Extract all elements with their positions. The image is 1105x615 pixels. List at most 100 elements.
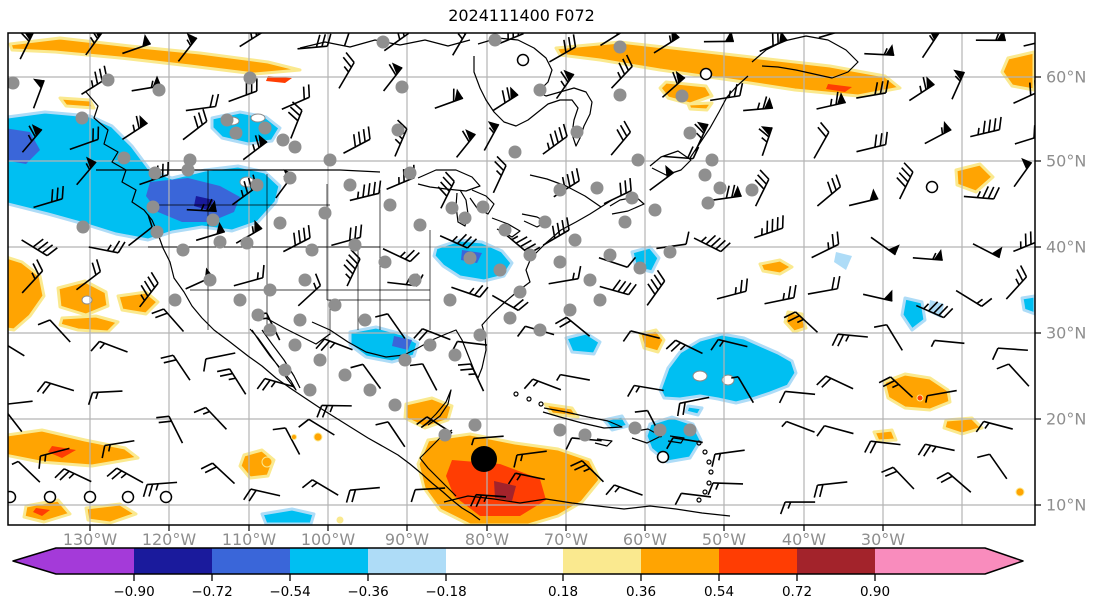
station-dot — [263, 283, 277, 297]
coastline — [426, 389, 452, 426]
wind-barb — [233, 264, 265, 287]
station-dot — [563, 303, 577, 317]
station-dot — [523, 248, 537, 262]
station-dot — [378, 255, 392, 269]
wind-barb — [975, 420, 1013, 433]
wind-barb — [661, 70, 686, 98]
wind-barb — [316, 404, 352, 418]
wind-barb — [297, 33, 332, 50]
colorbar-tick-label: 0.18 — [548, 584, 578, 600]
station-dot — [338, 368, 352, 382]
wind-barb — [862, 289, 893, 302]
wind-barb — [513, 450, 547, 468]
wind-barb — [75, 259, 102, 291]
map-border — [7, 32, 1036, 526]
wind-barb — [779, 501, 816, 515]
wind-barb — [437, 171, 455, 209]
wind-barb — [915, 301, 954, 319]
colorbar-segment — [875, 548, 985, 574]
station-dot — [590, 181, 604, 195]
wind-barb — [203, 352, 236, 372]
station-dot — [613, 40, 627, 54]
wind-barb — [8, 400, 33, 406]
station-dot — [183, 153, 197, 167]
station-dot — [701, 196, 715, 210]
lon-tick-label: 120°W — [142, 530, 197, 549]
lon-tick-label: 100°W — [301, 530, 356, 549]
station-dot — [568, 233, 582, 247]
wind-barb — [936, 471, 972, 493]
calm-wind-circle — [43, 490, 57, 504]
station-dot — [683, 423, 697, 437]
wind-barb — [54, 468, 92, 483]
station-dot — [648, 203, 662, 217]
wind-barb — [451, 284, 489, 298]
wind-barb — [216, 368, 247, 395]
wind-barb — [88, 240, 126, 254]
wind-barb — [76, 156, 97, 186]
lon-tick-label: 50°W — [702, 530, 746, 549]
small-anomaly-mark — [313, 432, 323, 442]
wind-barb — [542, 123, 568, 155]
wind-barb — [37, 319, 71, 343]
colorbar-tick-label: −0.54 — [269, 584, 310, 600]
island-dot — [526, 396, 532, 402]
wind-barb — [142, 481, 178, 498]
wind-barb — [492, 86, 519, 112]
wind-barb — [349, 180, 382, 202]
station-dot — [358, 313, 372, 327]
station-dot — [75, 111, 89, 125]
wind-barb — [160, 354, 191, 381]
island-dot — [696, 497, 702, 503]
colorbar-segment — [719, 548, 797, 574]
wind-barb — [656, 231, 690, 250]
wind-barb — [813, 481, 848, 498]
wind-barb — [243, 488, 281, 502]
wind-barb — [555, 69, 575, 100]
wind-barb — [21, 124, 43, 153]
wind-barb — [375, 421, 406, 448]
colorbar-tick-label: 0.72 — [782, 584, 812, 600]
wind-barb — [542, 217, 570, 246]
shaded-region — [1020, 294, 1035, 316]
coastline — [473, 37, 593, 147]
lon-tick-label: 40°W — [782, 530, 826, 549]
colorbar-segment — [368, 548, 446, 574]
shaded-region — [403, 396, 454, 430]
wind-barb — [711, 184, 742, 202]
wind-barb — [343, 126, 371, 154]
shaded-region — [942, 416, 984, 436]
station-dot — [213, 235, 227, 249]
station-dot — [423, 338, 437, 352]
coastline — [609, 196, 645, 215]
wind-barb — [610, 120, 632, 156]
wind-barb — [375, 313, 406, 339]
colorbar-segment — [212, 548, 290, 574]
wind-barb — [759, 33, 788, 53]
contour-hole — [721, 374, 735, 386]
colorbar-tick-label: 0.90 — [860, 584, 890, 600]
colorbar-tick-label: −0.90 — [113, 584, 154, 600]
lon-tick-label: 130°W — [63, 530, 118, 549]
station-dot — [618, 215, 632, 229]
station-dot — [448, 348, 462, 362]
colorbar-tick-label: −0.72 — [191, 584, 232, 600]
wind-barb — [743, 96, 774, 112]
island-dot — [696, 440, 702, 446]
station-dot — [631, 153, 645, 167]
station-dot — [318, 206, 332, 220]
colorbar-tick-label: 0.36 — [626, 584, 656, 600]
station-dot — [533, 83, 547, 97]
station-dot — [473, 328, 487, 342]
wind-barb — [301, 479, 339, 496]
wind-barb — [674, 492, 712, 506]
station-dot — [443, 293, 457, 307]
station-dot — [583, 273, 597, 287]
wind-barb — [653, 33, 680, 54]
wind-barb — [754, 169, 770, 207]
wind-barb — [912, 248, 943, 261]
calm-wind-circle — [159, 490, 173, 504]
station-dot — [76, 220, 90, 234]
wind-barb — [470, 435, 504, 446]
contour-hole — [250, 113, 266, 123]
